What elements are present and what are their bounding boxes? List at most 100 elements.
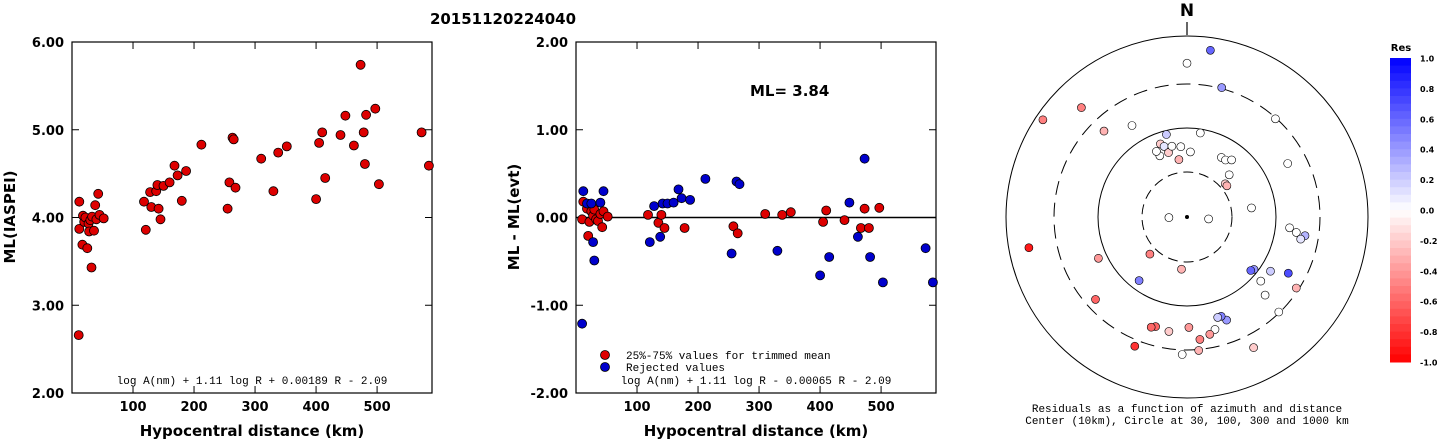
y-tick-label: 2.00 [32, 387, 64, 402]
legend-marker-trimmed [600, 350, 610, 360]
station-marker [1206, 45, 1215, 55]
colorbar-tick-label: 0.6 [1420, 115, 1435, 124]
station-marker [1224, 170, 1234, 180]
station-marker [1130, 341, 1140, 351]
colorbar-tick-label: 0.2 [1420, 176, 1434, 185]
x-tick-label: 400 [302, 400, 329, 415]
station-marker [1292, 283, 1301, 293]
colorbar-segment [1390, 111, 1411, 120]
colorbar-segment [1390, 202, 1411, 211]
colorbar-tick-label: -0.4 [1420, 267, 1437, 276]
data-point [824, 252, 835, 262]
colorbar-segment [1390, 149, 1411, 158]
station-marker [1177, 350, 1187, 359]
station-marker [1210, 325, 1220, 334]
station-marker [1194, 346, 1203, 355]
data-point [668, 197, 679, 208]
data-point [644, 237, 655, 248]
data-point [656, 209, 667, 220]
y-axis-label: ML - ML(evt) [505, 164, 523, 270]
data-point [73, 330, 84, 341]
data-point [74, 196, 85, 207]
station-marker [1152, 147, 1161, 156]
formula-label: log A(nm) + 1.11 log R + 0.00189 R - 2.0… [117, 376, 388, 388]
data-point [659, 223, 670, 233]
data-point [140, 224, 151, 235]
station-marker [1246, 266, 1256, 275]
colorbar-tick-label: -0.6 [1420, 298, 1437, 307]
legend: 25%-75% values for trimmed mean Rejected… [600, 350, 831, 375]
x-tick-label: 100 [623, 400, 650, 415]
data-point [821, 205, 832, 216]
station-marker [1247, 203, 1256, 213]
station-marker [1164, 327, 1174, 336]
colorbar-segment [1390, 232, 1411, 241]
data-point [370, 103, 381, 114]
colorbar-tick-label: 1.0 [1420, 55, 1435, 64]
station-marker [1205, 329, 1215, 339]
colorbar-segment [1390, 141, 1411, 150]
legend-label-rejected: Rejected values [626, 363, 725, 375]
ml-vs-distance-panel: 100 200 300 400 500 2.00 3.00 4.00 5.00 6.00 Hypo… [1, 36, 434, 440]
station-marker [1127, 121, 1137, 130]
data-point [169, 160, 180, 171]
data-point [734, 179, 745, 190]
station-marker [1292, 228, 1301, 237]
data-point [643, 209, 653, 220]
y-tick-label: 0.00 [536, 212, 568, 227]
colorbar-segment [1390, 134, 1411, 143]
station-marker [1099, 126, 1109, 136]
data-point [760, 209, 771, 219]
data-point [317, 127, 328, 138]
station-marker [1284, 268, 1293, 278]
y-tick-label: -1.00 [531, 299, 568, 314]
x-tick-label: 200 [180, 400, 207, 415]
colorbar-segment [1390, 73, 1411, 82]
data-point [595, 197, 606, 208]
data-point [839, 215, 850, 226]
data-point [777, 209, 788, 220]
station-marker [1222, 181, 1232, 191]
colorbar-tick-label: 0.8 [1420, 85, 1435, 94]
colorbar-segment [1390, 354, 1411, 363]
station-marker [1176, 142, 1186, 151]
data-point [164, 177, 175, 188]
data-point [673, 184, 684, 195]
data-point [348, 140, 359, 151]
data-point [222, 203, 233, 214]
colorbar-tick-label: 0.4 [1420, 146, 1435, 155]
polar-residual-panel: N Residuals as a function of azimuth and… [1005, 1, 1437, 428]
station-marker [1256, 276, 1266, 286]
colorbar-segment [1390, 346, 1411, 355]
data-point [373, 179, 384, 190]
data-point [181, 166, 192, 176]
colorbar-segment [1390, 58, 1411, 67]
data-point [416, 127, 427, 138]
colorbar: 1.0 0.8 0.6 0.4 0.2 0.0 -0.2 -0.4 -0.6 -0.8 -1.0 [1390, 55, 1437, 368]
colorbar-title: Res [1391, 43, 1411, 54]
y-tick-label: 6.00 [32, 36, 64, 51]
station-marker [1162, 130, 1171, 139]
data-point [785, 207, 796, 218]
data-point [864, 223, 874, 233]
data-point [700, 173, 711, 184]
x-axis-label: Hypocentral distance (km) [140, 422, 365, 440]
data-point [268, 186, 279, 197]
y-tick-label: 3.00 [32, 299, 64, 314]
data-point [728, 221, 739, 232]
colorbar-segment [1390, 278, 1411, 287]
ml-annotation: ML= 3.84 [750, 82, 829, 100]
north-label: N [1180, 1, 1194, 21]
x-tick-label: 400 [806, 400, 833, 415]
station-marker [1038, 115, 1048, 125]
data-point [355, 59, 366, 70]
station-marker [1274, 307, 1284, 317]
data-point [196, 139, 207, 150]
data-point [74, 223, 85, 234]
colorbar-tick-label: -1.0 [1420, 359, 1437, 368]
station-marker [1204, 214, 1213, 224]
data-point [655, 231, 666, 242]
data-point [423, 160, 434, 171]
station-marker [1145, 249, 1155, 259]
